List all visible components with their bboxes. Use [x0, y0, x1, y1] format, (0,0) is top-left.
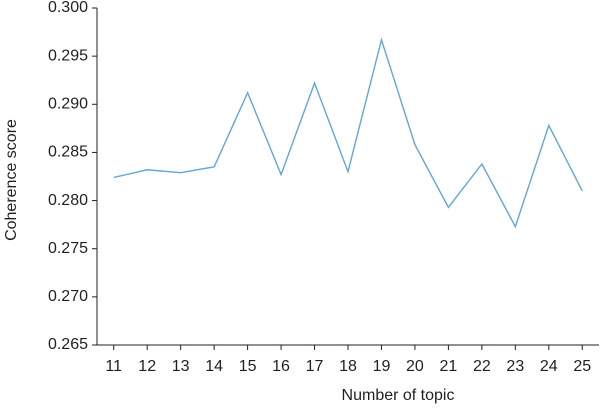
x-tick-label: 13 [172, 358, 190, 375]
x-axis-label: Number of topic [342, 387, 455, 404]
x-tick-label: 21 [440, 358, 458, 375]
y-tick-label: 0.270 [48, 288, 88, 305]
x-tick-label: 11 [105, 358, 122, 375]
x-tick-label: 16 [272, 358, 290, 375]
y-tick-label: 0.285 [48, 144, 88, 161]
x-tick-label: 22 [473, 358, 491, 375]
x-tick-label: 12 [138, 358, 156, 375]
y-axis-label: Coherence score [3, 119, 20, 241]
x-tick-label: 20 [406, 358, 424, 375]
x-tick-label: 23 [506, 358, 524, 375]
y-tick-label: 0.275 [48, 240, 88, 257]
y-tick-label: 0.265 [48, 336, 88, 353]
y-tick-label: 0.290 [48, 96, 88, 113]
data-line [113, 37, 583, 229]
x-tick-label: 25 [573, 358, 591, 375]
y-tick-label: 0.300 [48, 0, 88, 16]
x-tick-label: 17 [306, 358, 324, 375]
y-tick-label: 0.295 [48, 47, 88, 64]
x-tick-label: 15 [239, 358, 257, 375]
y-tick-label: 0.280 [48, 192, 88, 209]
x-tick-label: 24 [540, 358, 558, 375]
x-tick-label: 18 [339, 358, 357, 375]
x-tick-label: 14 [205, 358, 223, 375]
x-tick-label: 19 [373, 358, 391, 375]
